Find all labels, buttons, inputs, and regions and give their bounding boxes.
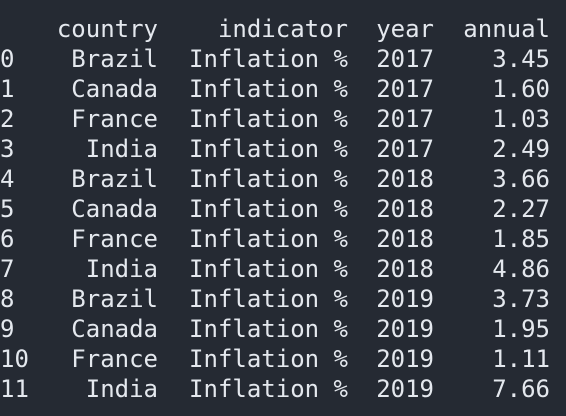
- annual-cell: 4.86: [492, 255, 550, 283]
- annual-cell: 3.73: [492, 285, 550, 313]
- country-cell: Canada: [71, 315, 158, 343]
- row-index: 0: [0, 45, 15, 73]
- header-row: country indicator year annual: [0, 14, 566, 44]
- year-cell: 2018: [376, 225, 434, 253]
- indicator-cell: Inflation %: [189, 105, 348, 133]
- indicator-cell: Inflation %: [189, 135, 348, 163]
- annual-cell: 1.60: [492, 75, 550, 103]
- table-row: 7 India Inflation % 2018 4.86: [0, 254, 566, 284]
- indicator-cell: Inflation %: [189, 195, 348, 223]
- annual-cell: 2.49: [492, 135, 550, 163]
- row-index: 8: [0, 285, 15, 313]
- country-cell: Brazil: [71, 285, 158, 313]
- indicator-cell: Inflation %: [189, 255, 348, 283]
- row-index: 4: [0, 165, 15, 193]
- year-cell: 2017: [376, 45, 434, 73]
- column-header-year: year: [376, 15, 434, 43]
- country-cell: Canada: [71, 195, 158, 223]
- column-header-country: country: [56, 15, 158, 43]
- row-index: 7: [0, 255, 15, 283]
- year-cell: 2019: [376, 285, 434, 313]
- country-cell: India: [85, 375, 158, 403]
- country-cell: Brazil: [71, 45, 158, 73]
- indicator-cell: Inflation %: [189, 45, 348, 73]
- year-cell: 2018: [376, 255, 434, 283]
- annual-cell: 1.95: [492, 315, 550, 343]
- row-index: 5: [0, 195, 15, 223]
- indicator-cell: Inflation %: [189, 75, 348, 103]
- row-index: 9: [0, 315, 15, 343]
- indicator-cell: Inflation %: [189, 165, 348, 193]
- country-cell: Brazil: [71, 165, 158, 193]
- year-cell: 2019: [376, 345, 434, 373]
- table-row: 2 France Inflation % 2017 1.03: [0, 104, 566, 134]
- row-index: 6: [0, 225, 15, 253]
- row-index: 3: [0, 135, 15, 163]
- row-index: 1: [0, 75, 15, 103]
- table-row: 5 Canada Inflation % 2018 2.27: [0, 194, 566, 224]
- annual-cell: 1.11: [492, 345, 550, 373]
- year-cell: 2017: [376, 75, 434, 103]
- annual-cell: 1.85: [492, 225, 550, 253]
- year-cell: 2017: [376, 135, 434, 163]
- annual-cell: 3.66: [492, 165, 550, 193]
- indicator-cell: Inflation %: [189, 225, 348, 253]
- row-index: 2: [0, 105, 15, 133]
- table-row: 9 Canada Inflation % 2019 1.95: [0, 314, 566, 344]
- table-row: 4 Brazil Inflation % 2018 3.66: [0, 164, 566, 194]
- table-row: 10 France Inflation % 2019 1.11: [0, 344, 566, 374]
- column-header-annual: annual: [463, 15, 550, 43]
- table-row: 8 Brazil Inflation % 2019 3.73: [0, 284, 566, 314]
- row-index: 10: [0, 345, 29, 373]
- table-row: 6 France Inflation % 2018 1.85: [0, 224, 566, 254]
- indicator-cell: Inflation %: [189, 345, 348, 373]
- country-cell: France: [71, 225, 158, 253]
- year-cell: 2019: [376, 315, 434, 343]
- row-index: 11: [0, 375, 29, 403]
- year-cell: 2019: [376, 375, 434, 403]
- annual-cell: 2.27: [492, 195, 550, 223]
- column-header-indicator: indicator: [217, 15, 348, 43]
- country-cell: India: [85, 255, 158, 283]
- indicator-cell: Inflation %: [189, 285, 348, 313]
- table-row: 11 India Inflation % 2019 7.66: [0, 374, 566, 404]
- annual-cell: 1.03: [492, 105, 550, 133]
- year-cell: 2017: [376, 105, 434, 133]
- country-cell: France: [71, 345, 158, 373]
- year-cell: 2018: [376, 195, 434, 223]
- country-cell: Canada: [71, 75, 158, 103]
- indicator-cell: Inflation %: [189, 315, 348, 343]
- table-row: 3 India Inflation % 2017 2.49: [0, 134, 566, 164]
- table-row: 0 Brazil Inflation % 2017 3.45: [0, 44, 566, 74]
- table-row: 1 Canada Inflation % 2017 1.60: [0, 74, 566, 104]
- country-cell: France: [71, 105, 158, 133]
- year-cell: 2018: [376, 165, 434, 193]
- indicator-cell: Inflation %: [189, 375, 348, 403]
- country-cell: India: [85, 135, 158, 163]
- annual-cell: 7.66: [492, 375, 550, 403]
- annual-cell: 3.45: [492, 45, 550, 73]
